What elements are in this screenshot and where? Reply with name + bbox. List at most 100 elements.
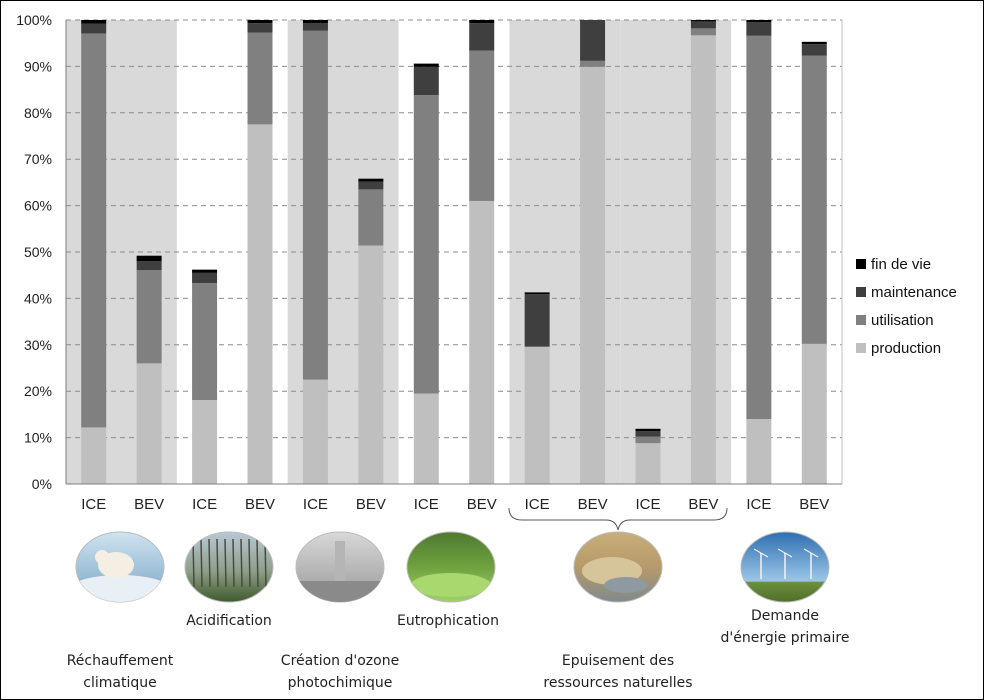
bar-segment-utilisation (801, 55, 827, 344)
x-tick-label: ICE (81, 496, 106, 513)
bar-segment-utilisation (136, 270, 162, 364)
bar-segment-utilisation (81, 33, 107, 428)
bar-segment-utilisation (746, 35, 772, 420)
bar-segment-fin-de-vie (413, 63, 439, 67)
tree-trunk (208, 538, 211, 588)
bar-segment-production (358, 245, 384, 484)
bar-segment-maintenance (192, 272, 218, 284)
bar-segment-fin-de-vie (247, 20, 273, 24)
legend-swatch (856, 259, 866, 269)
x-tick-label: BEV (245, 496, 275, 513)
icon-background (184, 531, 274, 603)
y-tick-label: 90% (24, 58, 52, 74)
bar-segment-production (524, 346, 550, 484)
bar-segment-maintenance (136, 261, 162, 271)
x-tick-label: ICE (414, 496, 439, 513)
y-tick-label: 10% (24, 430, 52, 446)
bar-segment-production (635, 443, 661, 484)
impact-label: photochimique (288, 675, 393, 691)
tower (335, 541, 345, 581)
legend-entry: utilisation (871, 312, 934, 329)
bar-segment-fin-de-vie (302, 20, 328, 24)
bar-segment-production (247, 124, 273, 485)
x-tick-label: ICE (525, 496, 550, 513)
bar-segment-utilisation (413, 95, 439, 394)
bar-segment-fin-de-vie (192, 269, 218, 273)
x-tick-label: BEV (799, 496, 829, 513)
impact-icons (75, 531, 830, 603)
y-tick-label: 70% (24, 151, 52, 167)
bar-segment-maintenance (746, 22, 772, 36)
legend-swatch (856, 315, 866, 325)
bar-segment-production (302, 379, 328, 484)
tree-trunk (200, 538, 203, 588)
polar-bear-icon (75, 531, 165, 603)
icon-detail (296, 541, 384, 602)
legend-swatch (856, 287, 866, 297)
bar-segment-production (136, 363, 162, 484)
impact-label: Création d'ozone (281, 653, 399, 669)
bar-segment-utilisation (635, 436, 661, 444)
impact-label: Demande (751, 608, 819, 624)
x-tick-label: ICE (192, 496, 217, 513)
y-tick-label: 50% (24, 244, 52, 260)
bar-segment-utilisation (192, 283, 218, 401)
bar-segment-production (81, 427, 107, 484)
bar-segment-production (746, 419, 772, 484)
bar-segment-maintenance (413, 66, 439, 96)
bar-segment-maintenance (358, 181, 384, 190)
turbine-blade (777, 548, 793, 558)
algae-water (411, 573, 491, 597)
legend-entry: production (871, 340, 941, 357)
dead-forest-icon (184, 531, 274, 603)
bar-segment-fin-de-vie (136, 255, 162, 262)
bar-segment-maintenance (524, 294, 550, 347)
impact-label: Acidification (186, 613, 272, 629)
tree-trunk (256, 538, 259, 588)
y-tick-label: 80% (24, 105, 52, 121)
x-tick-label: ICE (303, 496, 328, 513)
open-pit-mine-icon (573, 531, 663, 603)
bar-segment-maintenance (690, 21, 716, 29)
tree-trunk (248, 538, 251, 588)
icon-detail (753, 548, 819, 579)
tree-trunk (216, 538, 219, 588)
bar-segment-production (801, 343, 827, 484)
bars (81, 20, 827, 485)
icon-detail (411, 573, 491, 597)
legend-swatch (856, 343, 866, 353)
y-tick-label: 0% (32, 476, 52, 492)
smog-city-icon (295, 531, 385, 603)
impact-labels: Réchauffement climatique Acidification Créa… (67, 608, 850, 691)
tree-trunk (192, 538, 195, 588)
bar-segment-fin-de-vie (81, 20, 107, 24)
bar-segment-fin-de-vie (524, 292, 550, 295)
x-tick-label: BEV (467, 496, 497, 513)
pit-floor (604, 577, 648, 593)
bar-segment-utilisation (302, 30, 328, 380)
x-tick-label: BEV (356, 496, 386, 513)
x-tick-labels: ICE BEV ICE BEV ICE BEV ICE BEV ICE BEV ICE BEV ICE B… (81, 496, 829, 513)
x-tick-label: BEV (578, 496, 608, 513)
x-tick-label: ICE (635, 496, 660, 513)
y-tick-labels: 0% 10% 20% 30% 40% 50% 60% 70% 80% 90% 100% (16, 12, 52, 492)
bar-segment-fin-de-vie (635, 428, 661, 432)
y-tick-label: 60% (24, 198, 52, 214)
bar-segment-production (413, 393, 439, 484)
legend-entry: fin de vie (871, 256, 931, 273)
bar-segment-fin-de-vie (746, 20, 772, 23)
icon-detail (192, 538, 267, 588)
bar-segment-utilisation (358, 189, 384, 246)
bar-segment-maintenance (469, 23, 495, 51)
legend: fin de vie maintenance utilisation producti… (856, 256, 957, 357)
y-tick-label: 40% (24, 290, 52, 306)
y-tick-label: 20% (24, 383, 52, 399)
impact-label: climatique (83, 675, 156, 691)
bear-head (95, 550, 109, 564)
bar-segment-fin-de-vie (801, 41, 827, 45)
bar-segment-utilisation (469, 50, 495, 201)
impact-label: ressources naturelles (543, 675, 692, 691)
bar-segment-utilisation (690, 28, 716, 36)
bar-segment-maintenance (635, 431, 661, 437)
bar-segment-fin-de-vie (358, 178, 384, 182)
